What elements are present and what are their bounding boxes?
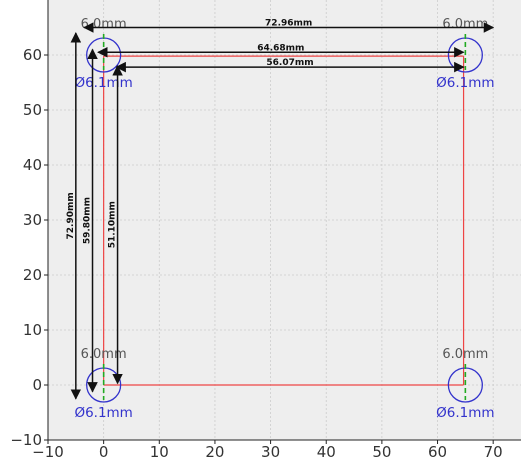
y-tick-label: 40 bbox=[23, 156, 42, 174]
dimension-label: 59.80mm bbox=[83, 197, 93, 244]
hole-spacing-label: 6.0mm bbox=[81, 17, 127, 32]
x-tick-label: −10 bbox=[32, 443, 64, 461]
axes: −10 0 10 20 30 40 50 60 70 −10 0 10 20 30 40 50 60 bbox=[10, 0, 521, 461]
x-tick-label: 20 bbox=[205, 443, 224, 461]
y-tick-label: −10 bbox=[10, 431, 42, 449]
dimensions-group: 72.96mm 64.68mm 56.07mm 72.90mm 59.80mm 51.10… bbox=[66, 19, 495, 400]
y-tick-label: 10 bbox=[23, 321, 42, 339]
hole-diameter-label: Ø6.1mm bbox=[74, 75, 132, 91]
hole-diameter-label: Ø6.1mm bbox=[74, 405, 132, 421]
x-tick-label: 50 bbox=[372, 443, 391, 461]
y-tick-label: 50 bbox=[23, 101, 42, 119]
x-tick-label: 70 bbox=[484, 443, 503, 461]
dimension-label: 72.96mm bbox=[265, 19, 312, 29]
dimension-label: 72.90mm bbox=[66, 192, 76, 239]
hole-diameter-label: Ø6.1mm bbox=[436, 405, 494, 421]
hole-diameter-label: Ø6.1mm bbox=[436, 75, 494, 91]
y-tick-label: 20 bbox=[23, 266, 42, 284]
hole-spacing-label: 6.0mm bbox=[81, 347, 127, 362]
hole-spacing-label: 6.0mm bbox=[442, 17, 488, 32]
y-tick-label: 60 bbox=[23, 46, 42, 64]
x-tick-label: 10 bbox=[150, 443, 169, 461]
hole-spacing-label: 6.0mm bbox=[442, 347, 488, 362]
x-tick-label: 30 bbox=[261, 443, 280, 461]
dimension-label: 56.07mm bbox=[266, 58, 313, 68]
x-tick-label: 60 bbox=[428, 443, 447, 461]
y-tick-label: 0 bbox=[32, 376, 42, 394]
x-tick-label: 0 bbox=[99, 443, 109, 461]
x-tick-label: 40 bbox=[317, 443, 336, 461]
dimension-label: 64.68mm bbox=[257, 43, 304, 53]
y-tick-label: 30 bbox=[23, 211, 42, 229]
dimension-label: 51.10mm bbox=[108, 201, 118, 248]
